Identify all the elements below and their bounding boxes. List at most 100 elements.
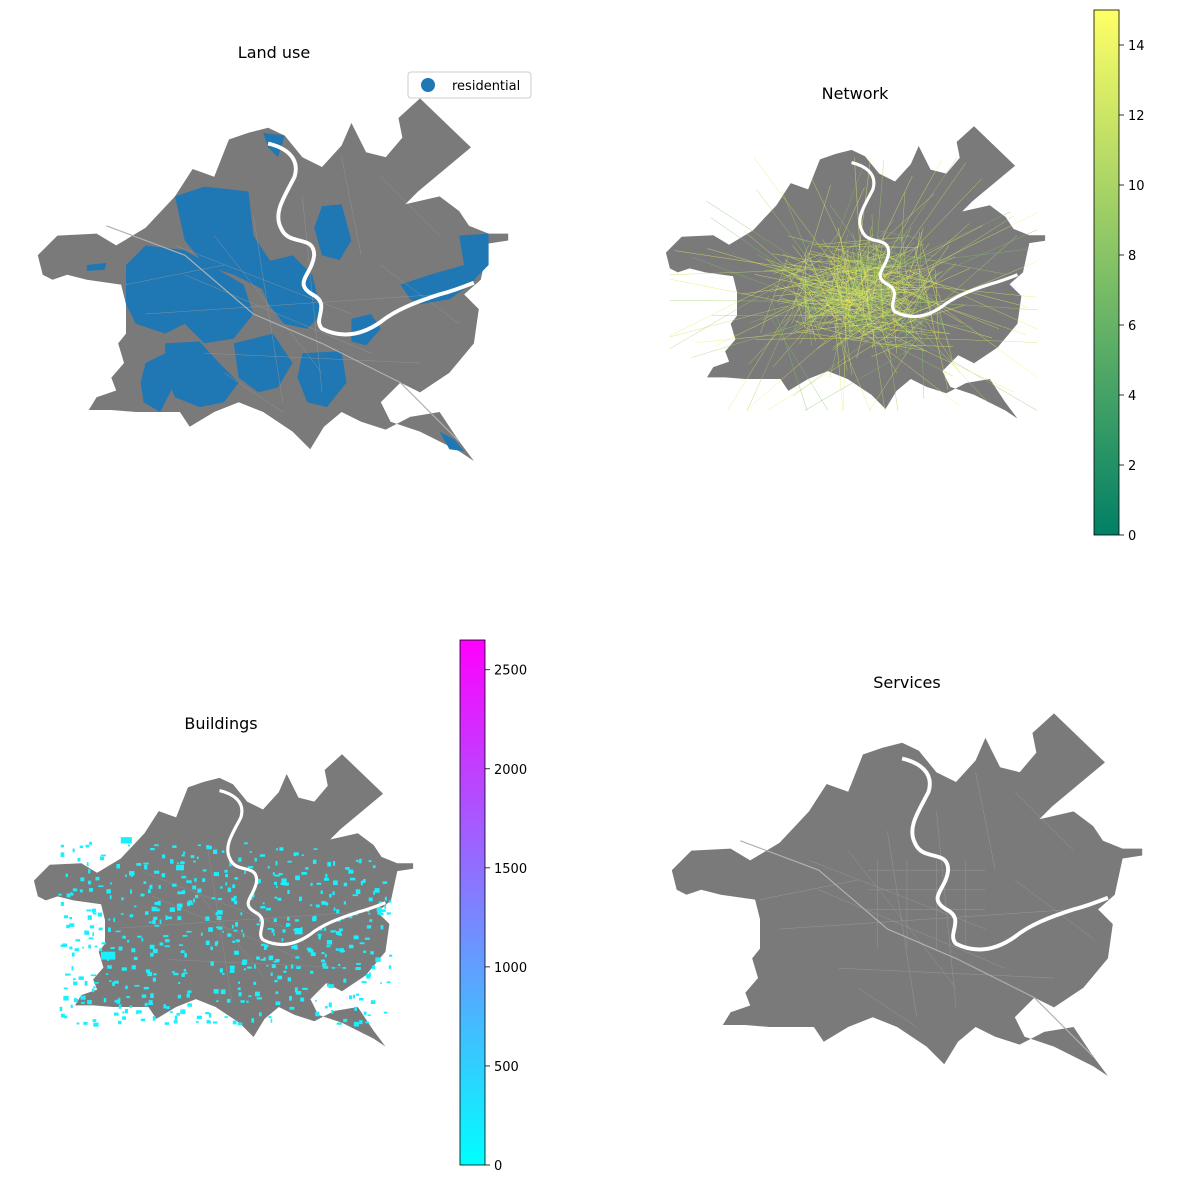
building-footprint: [59, 1006, 63, 1012]
building-footprint: [240, 912, 243, 916]
network-edge: [810, 252, 840, 281]
network-edge: [836, 265, 853, 376]
building-footprint: [260, 906, 266, 909]
building-footprint: [381, 909, 386, 912]
building-footprint: [241, 929, 243, 933]
building-footprint: [336, 1022, 342, 1025]
colorbar-tick-label: 10: [1128, 179, 1145, 194]
colorbar-tick-label: 6: [1128, 319, 1136, 334]
building-footprint: [87, 915, 92, 920]
network-edge: [850, 248, 1030, 271]
building-footprint: [326, 945, 331, 948]
building-footprint: [205, 916, 210, 921]
network-edge: [828, 235, 849, 295]
building-footprint: [136, 862, 142, 866]
building-footprint: [110, 947, 115, 950]
network-edge: [897, 192, 906, 293]
building-footprint: [173, 972, 179, 976]
building-footprint: [359, 942, 365, 945]
network-edge: [920, 270, 949, 390]
network-edge: [727, 277, 810, 411]
building-footprint: [289, 1006, 295, 1010]
network-edge: [772, 264, 863, 368]
building-footprint: [140, 1018, 146, 1021]
network-edge: [829, 318, 845, 378]
colorbar-tick-label: 0: [494, 1159, 502, 1174]
building-footprint: [182, 934, 188, 937]
building-footprint: [80, 995, 86, 1000]
building-footprint: [324, 953, 327, 958]
network-edge: [766, 295, 770, 301]
building-footprint: [329, 893, 332, 898]
network-edge: [865, 288, 886, 411]
building-footprint: [58, 893, 62, 896]
network-edge: [907, 235, 1018, 334]
building-footprint: [174, 1015, 178, 1021]
network-edge: [782, 253, 813, 267]
building-footprint: [270, 972, 273, 977]
building-footprint: [97, 912, 103, 917]
building-footprint: [220, 989, 226, 995]
building-footprint: [296, 966, 301, 970]
building-footprint: [202, 878, 206, 882]
network-edge: [795, 304, 815, 334]
building-footprint: [187, 990, 192, 994]
building-footprint: [163, 1004, 166, 1009]
network-edge: [839, 289, 895, 311]
building-footprint: [210, 946, 213, 951]
building-footprint: [109, 980, 112, 982]
network-edge: [857, 248, 897, 261]
building-footprint: [63, 995, 69, 1001]
building-footprint: [320, 959, 326, 963]
building-footprint: [280, 882, 284, 886]
building-footprint: [103, 998, 107, 1003]
network-edge: [782, 275, 830, 325]
building-footprint: [149, 884, 153, 889]
building-footprint: [129, 1005, 133, 1008]
network-edge: [873, 284, 897, 297]
colorbar-tick-label: 1000: [494, 961, 527, 976]
building-footprint: [85, 844, 90, 848]
network-edge: [804, 284, 821, 298]
network-edge: [793, 288, 812, 331]
network-edge: [753, 157, 848, 283]
building-footprint: [275, 861, 278, 866]
building-footprint: [294, 928, 303, 935]
building-footprint: [94, 945, 98, 948]
network-edge: [807, 307, 820, 318]
network-edge: [771, 299, 808, 411]
street-lines: [759, 772, 1094, 1028]
network-edge: [669, 305, 788, 338]
building-footprint: [275, 885, 278, 888]
building-footprint: [99, 948, 103, 952]
building-footprint: [287, 889, 290, 894]
building-footprint: [105, 973, 109, 975]
network-edge: [777, 265, 841, 298]
building-footprint: [73, 978, 76, 981]
building-footprint: [232, 884, 236, 889]
network-edge: [831, 256, 843, 303]
building-footprint: [115, 930, 121, 933]
building-footprint: [95, 876, 100, 881]
building-footprint: [180, 950, 185, 954]
network-edge: [882, 306, 899, 411]
building-footprint: [187, 1003, 192, 1007]
building-footprint: [383, 1011, 388, 1014]
building-footprint: [271, 964, 276, 969]
building-footprint: [268, 1016, 272, 1019]
building-footprint: [89, 887, 93, 892]
building-footprint: [206, 1019, 210, 1023]
network-edge: [832, 239, 881, 252]
building-footprint: [183, 972, 188, 975]
building-footprint: [291, 964, 294, 969]
building-footprint: [335, 948, 340, 951]
building-footprint: [186, 930, 192, 933]
network-edge: [803, 245, 809, 258]
network-edge: [797, 269, 854, 291]
building-footprint: [152, 919, 156, 925]
network-edge: [791, 301, 803, 324]
network-edge: [796, 330, 927, 351]
building-footprint: [338, 963, 341, 966]
building-footprint: [384, 896, 387, 901]
colorbar-tick-label: 1500: [494, 862, 527, 877]
